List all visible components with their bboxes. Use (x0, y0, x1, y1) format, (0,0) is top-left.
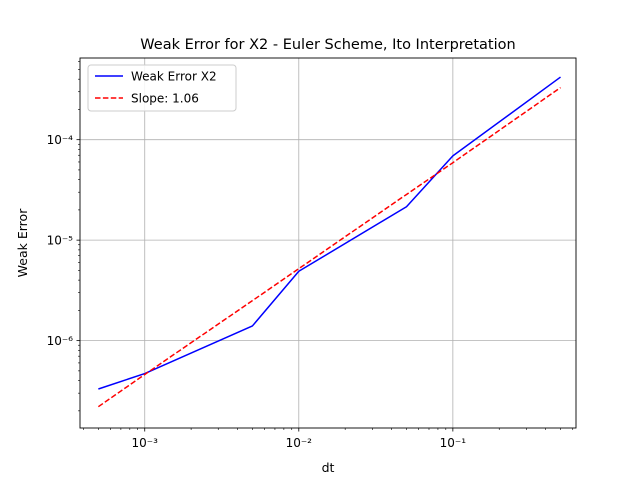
chart-title: Weak Error for X2 - Euler Scheme, Ito In… (140, 37, 515, 53)
x-tick-label-1: 10⁻² (286, 436, 313, 450)
y-tick-label-2: 10⁻⁴ (47, 133, 74, 147)
legend-label-slope: Slope: 1.06 (131, 92, 199, 106)
legend: Weak Error X2 Slope: 1.06 (87, 64, 237, 112)
grid (80, 58, 576, 428)
series-line-1 (97, 86, 561, 408)
plot-frame (79, 57, 577, 429)
legend-label-weak-error: Weak Error X2 (131, 70, 217, 84)
x-tick-label-2: 10⁻¹ (440, 436, 467, 450)
x-tick-label-0: 10⁻³ (132, 436, 159, 450)
y-tick-label-1: 10⁻⁵ (47, 234, 74, 248)
y-tick-label-0: 10⁻⁶ (47, 334, 74, 348)
series-lines (97, 76, 561, 408)
legend-box (87, 64, 237, 112)
series-line-0 (98, 76, 561, 390)
x-axis-label: dt (322, 460, 335, 475)
y-axis-label: Weak Error (15, 208, 30, 278)
axis-ticks: 10⁻³ 10⁻² 10⁻¹ 10⁻⁶ 10⁻⁵ 10⁻⁴ (47, 61, 574, 450)
